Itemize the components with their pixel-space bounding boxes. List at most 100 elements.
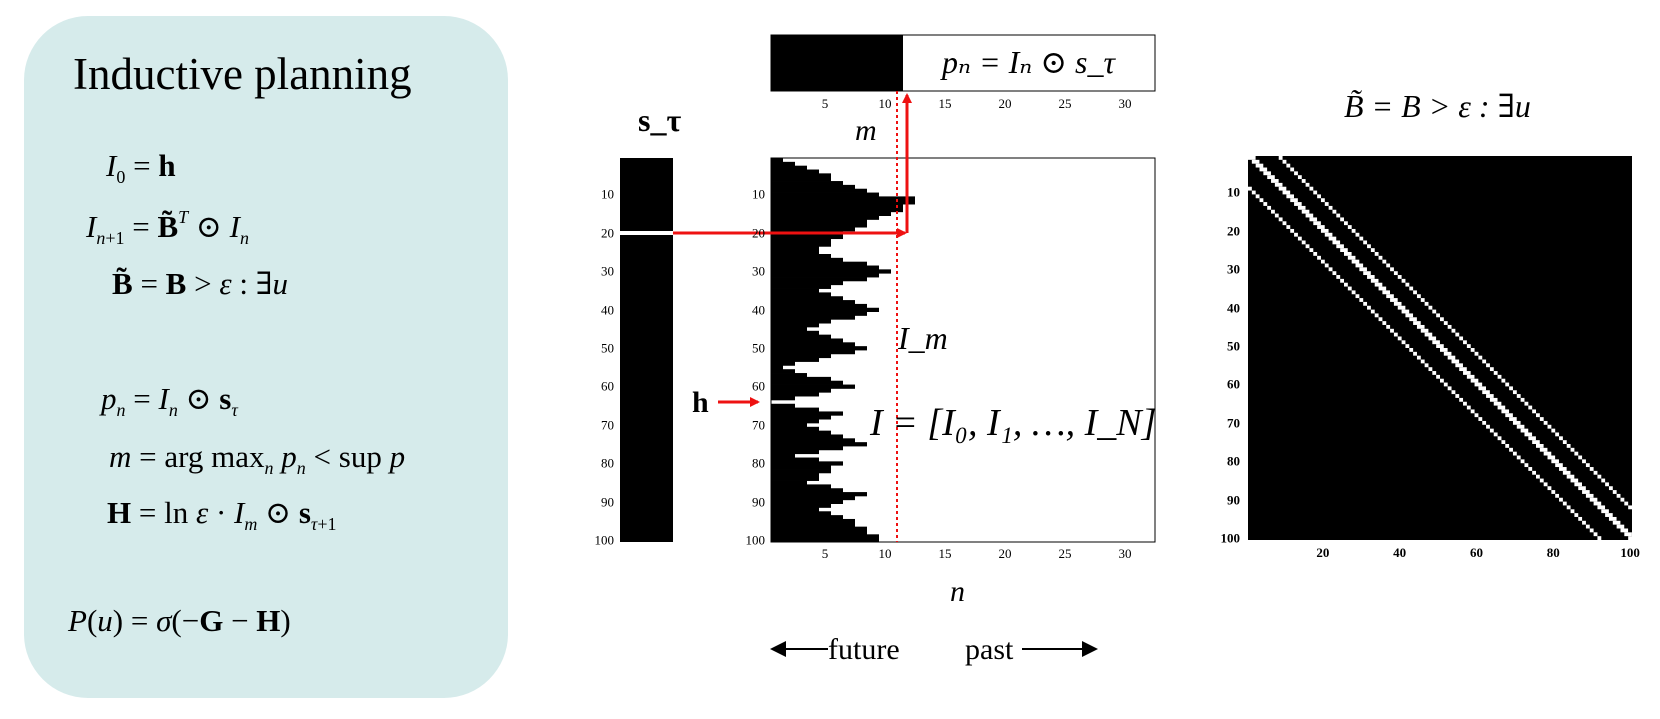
b-tilde-cell: [1520, 397, 1525, 402]
i-matrix-row: [771, 307, 879, 312]
b-tilde-y-tick-100: 100: [1220, 530, 1241, 546]
b-tilde-cell: [1578, 516, 1583, 521]
b-tilde-cell: [1390, 298, 1398, 302]
s-tau-tick-30: 30: [601, 263, 614, 279]
i-matrix-row: [771, 342, 855, 347]
i-matrix-row: [771, 530, 867, 535]
b-tilde-bands: [1248, 156, 1636, 540]
b-tilde-cell: [1344, 221, 1348, 226]
b-tilde-cell: [1397, 275, 1402, 279]
b-tilde-cell: [1397, 305, 1406, 310]
b-tilde-cell: [1520, 428, 1529, 433]
pn-x-tick-20: 20: [998, 96, 1012, 111]
b-tilde-cell: [1251, 190, 1256, 195]
b-tilde-cell: [1589, 467, 1594, 471]
b-tilde-cell: [1309, 186, 1314, 191]
b-tilde-cell: [1455, 332, 1460, 337]
b-tilde-cell: [1294, 232, 1298, 237]
b-tilde-cell: [1378, 286, 1387, 291]
s-tau-tick-100: 100: [594, 532, 615, 548]
i-matrix-row: [771, 426, 819, 432]
b-tilde-cell: [1420, 328, 1429, 333]
s-tau-tick-20: 20: [601, 225, 614, 241]
b-tilde-cell: [1501, 378, 1506, 383]
b-tilde-cell: [1267, 175, 1275, 180]
b-tilde-cell: [1332, 271, 1337, 276]
b-tilde-cell: [1543, 420, 1548, 425]
b-tilde-cell: [1278, 156, 1283, 160]
b-tilde-cell: [1570, 447, 1575, 452]
b-tilde-cell: [1340, 217, 1344, 222]
b-tilde-cell: [1516, 455, 1521, 460]
i-matrix-row: [771, 538, 879, 543]
b-tilde-cell: [1267, 205, 1272, 210]
i-matrix-row: [771, 158, 783, 163]
b-tilde-cell: [1336, 213, 1341, 218]
b-tilde-cell: [1344, 282, 1348, 287]
b-tilde-cell: [1593, 501, 1602, 506]
b-tilde-cell: [1528, 436, 1536, 441]
i-matrix-row: [771, 204, 903, 209]
b-tilde-cell: [1347, 225, 1352, 229]
b-tilde-cell: [1416, 324, 1425, 329]
b-tilde-cell: [1286, 163, 1291, 168]
b-tilde-cell: [1436, 374, 1440, 379]
b-tilde-y-tick-30: 30: [1227, 261, 1240, 277]
i-matrix-row: [771, 161, 795, 167]
b-tilde-cell: [1347, 286, 1352, 291]
s-tau-label: s_τ: [638, 102, 682, 138]
i-matrix-row: [771, 288, 819, 293]
i-matrix-row: [771, 219, 867, 224]
b-tilde-cell: [1282, 221, 1287, 226]
i-matrix-row: [771, 357, 819, 362]
i-matrix-row: [771, 369, 795, 374]
b-tilde-cell: [1582, 490, 1590, 494]
i-matrix-row: [771, 273, 879, 278]
b-tilde-cell: [1359, 236, 1364, 241]
b-tilde-cell: [1424, 363, 1429, 368]
b-tilde-cell: [1547, 455, 1556, 460]
b-tilde-cell: [1282, 190, 1291, 195]
i-matrix-row: [771, 476, 819, 481]
i-matrix-x-tick-25: 25: [1058, 546, 1072, 561]
i-definition-label: I = [I₀, I₁, …, I_N]: [870, 402, 1157, 444]
b-tilde-cell: [1401, 278, 1406, 283]
b-tilde-cell: [1486, 424, 1490, 429]
b-tilde-cell: [1413, 351, 1417, 356]
i-matrix-row: [771, 181, 843, 186]
pn-definition-label: pₙ = Iₙ ⊙ s_τ: [942, 44, 1115, 80]
b-tilde-cell: [1455, 363, 1463, 368]
s-tau-tick-60: 60: [601, 378, 614, 394]
b-tilde-cell: [1582, 520, 1586, 525]
i-matrix-row: [771, 173, 831, 178]
b-tilde-cell: [1524, 432, 1533, 437]
b-tilde-cell: [1447, 355, 1456, 360]
b-tilde-cell: [1286, 225, 1291, 229]
b-tilde-cell: [1248, 156, 1256, 160]
b-tilde-cell: [1436, 313, 1440, 318]
b-tilde-cell: [1620, 497, 1625, 502]
b-tilde-cell: [1585, 463, 1590, 468]
b-tilde-y-tick-20: 20: [1227, 223, 1240, 239]
i-matrix-row: [771, 292, 831, 297]
b-tilde-cell: [1363, 301, 1368, 306]
b-tilde-cell: [1536, 413, 1540, 418]
b-tilde-cell: [1528, 405, 1533, 410]
b-tilde-cell: [1313, 221, 1321, 226]
i-matrix-row: [771, 453, 795, 458]
b-tilde-cell: [1543, 451, 1552, 456]
b-tilde-cell: [1367, 305, 1371, 310]
i-matrix-x-tick-20: 20: [998, 546, 1012, 561]
b-tilde-y-tick-70: 70: [1227, 415, 1240, 431]
b-tilde-cell: [1340, 248, 1348, 252]
inductive-planning-panel: [24, 16, 508, 698]
b-tilde-cell: [1524, 463, 1529, 468]
i-matrix-y-tick-40: 40: [752, 302, 765, 318]
i-matrix-row: [771, 242, 831, 247]
b-tilde-cell: [1582, 459, 1586, 464]
b-tilde-cell: [1532, 440, 1540, 444]
i-matrix-row: [771, 207, 903, 213]
i-matrix-row: [771, 488, 843, 493]
i-matrix-row: [771, 361, 795, 366]
b-tilde-cell: [1370, 309, 1375, 314]
